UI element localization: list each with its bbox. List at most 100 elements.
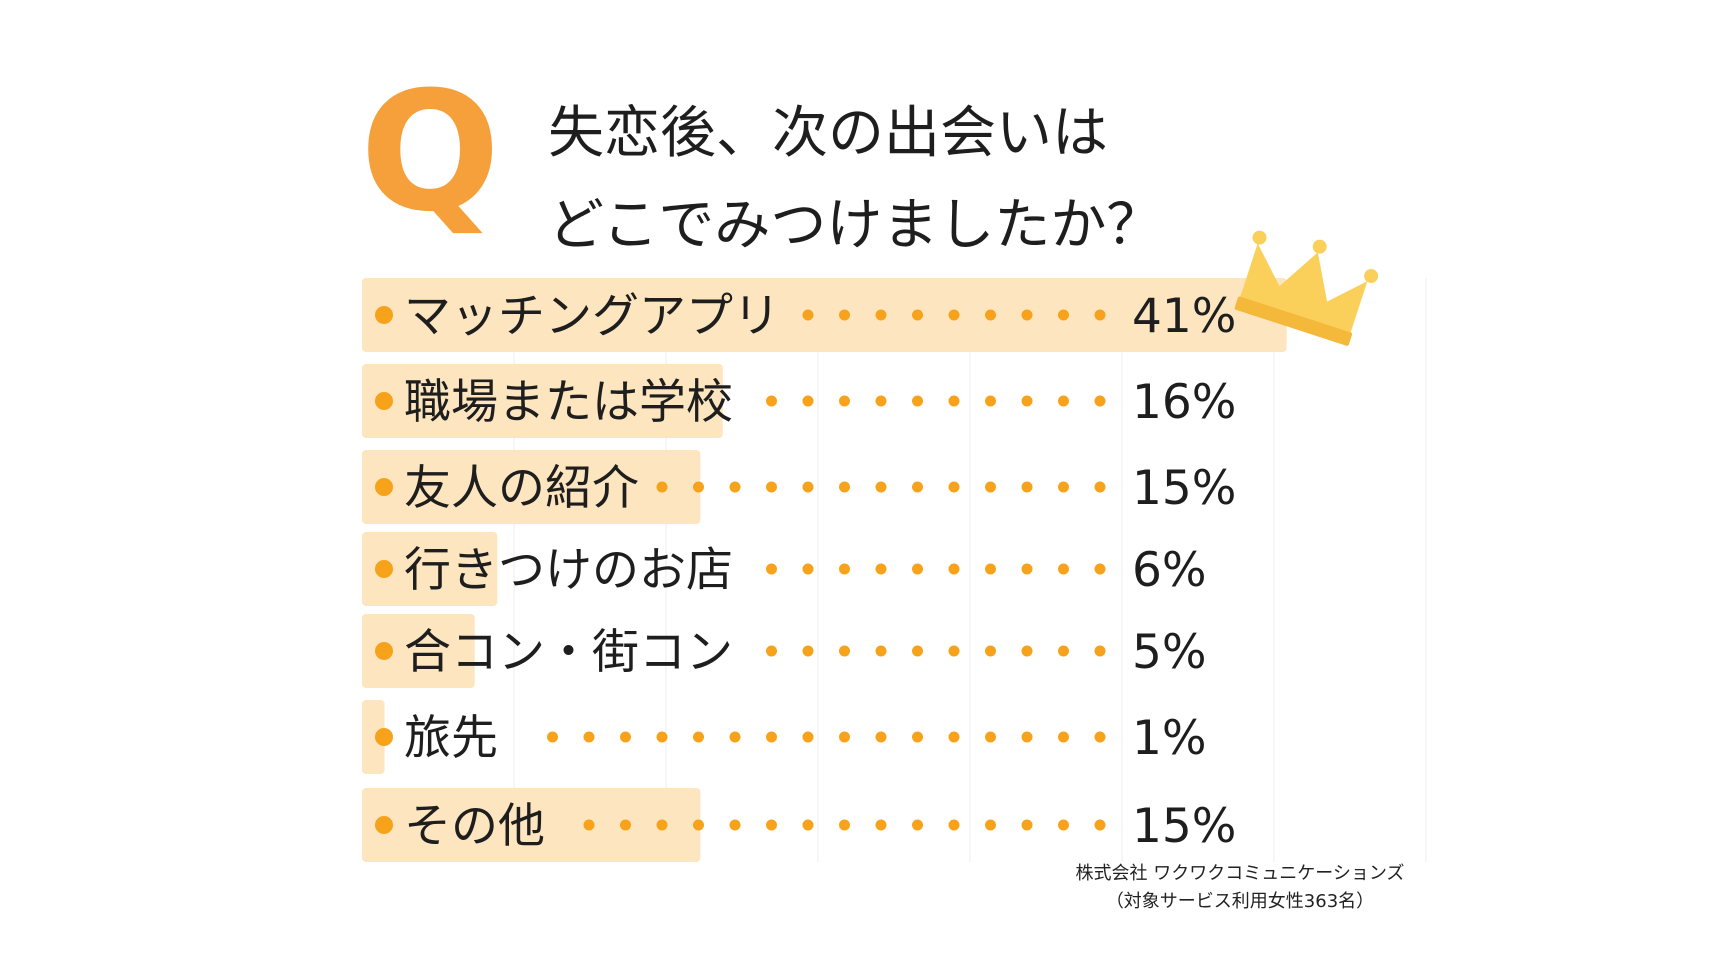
- leader-dot: [802, 563, 814, 575]
- leader-dot: [1021, 395, 1033, 407]
- bullet-dot: [375, 560, 393, 578]
- leader-dot: [1058, 395, 1069, 407]
- leader-dot: [729, 819, 741, 831]
- value-labels: 41% 16% 15% 6% 5% 1% 15%: [1132, 289, 1236, 854]
- leader-dot: [948, 309, 960, 321]
- leader-dot: [875, 731, 887, 743]
- leader-dot: [1021, 645, 1033, 657]
- leader-dot: [875, 481, 887, 493]
- category-label: マッチングアプリ: [404, 289, 780, 344]
- leader-dot: [1094, 731, 1106, 743]
- leader-dot: [693, 819, 704, 831]
- bullets: [375, 306, 393, 834]
- leader-dot: [766, 731, 777, 743]
- value-label: 5%: [1132, 625, 1207, 680]
- leader-dot: [802, 819, 814, 831]
- value-label: 41%: [1132, 289, 1236, 344]
- bullet-dot: [375, 642, 393, 660]
- leader-dot: [766, 395, 777, 407]
- leader-dot: [583, 731, 595, 743]
- leader-dot: [948, 481, 960, 493]
- leader-dot: [839, 481, 850, 493]
- question-line-2: どこでみつけましたか？: [548, 193, 1163, 258]
- leader-dot: [839, 395, 850, 407]
- leader-dot: [985, 395, 996, 407]
- leader-dot: [620, 819, 631, 831]
- leader-dot: [1094, 819, 1106, 831]
- leader-dot: [1021, 309, 1033, 321]
- leader-dot: [875, 819, 887, 831]
- leader-dot: [1094, 309, 1106, 321]
- bar: [362, 450, 701, 524]
- leader-dot: [583, 819, 595, 831]
- leader-dot: [766, 563, 777, 575]
- bullet-dot: [375, 816, 393, 834]
- leader-dot: [985, 481, 996, 493]
- leader-dot: [1021, 819, 1033, 831]
- leader-dot: [766, 481, 777, 493]
- leader-dot: [1058, 481, 1069, 493]
- bar: [362, 364, 723, 438]
- source-company: 株式会社 ワクワクコミュニケーションズ: [1075, 863, 1405, 884]
- bar: [362, 788, 701, 862]
- leader-dot: [1094, 645, 1106, 657]
- leader-dot: [802, 645, 814, 657]
- leader-dot: [1058, 731, 1069, 743]
- leader-dot: [912, 819, 923, 831]
- category-label: 職場または学校: [404, 375, 733, 430]
- leader-dot: [729, 481, 741, 493]
- question-line-1: 失恋後、次の出会いは: [548, 101, 1108, 166]
- leader-dot: [802, 309, 814, 321]
- leader-dot: [875, 645, 887, 657]
- leader-dot: [985, 309, 996, 321]
- question-mark-logo: Q: [360, 56, 501, 248]
- leader-dot: [912, 395, 923, 407]
- leader-dot: [912, 309, 923, 321]
- leader-dot: [912, 563, 923, 575]
- dot-leaders: [547, 309, 1106, 831]
- leader-dot: [547, 731, 558, 743]
- leader-dot: [1094, 563, 1106, 575]
- leader-dot: [1094, 481, 1106, 493]
- bar: [362, 614, 475, 688]
- leader-dot: [1021, 481, 1033, 493]
- category-label: 友人の紹介: [404, 461, 639, 516]
- leader-dot: [875, 309, 887, 321]
- value-label: 6%: [1132, 543, 1207, 598]
- leader-dot: [985, 563, 996, 575]
- leader-dot: [1058, 563, 1069, 575]
- leader-dot: [948, 819, 960, 831]
- leader-dot: [948, 563, 960, 575]
- value-label: 16%: [1132, 375, 1236, 430]
- leader-dot: [839, 731, 850, 743]
- leader-dot: [1094, 395, 1106, 407]
- leader-dot: [985, 819, 996, 831]
- leader-dot: [839, 645, 850, 657]
- value-label: 15%: [1132, 461, 1236, 516]
- leader-dot: [656, 481, 668, 493]
- leader-dot: [839, 563, 850, 575]
- leader-dot: [912, 645, 923, 657]
- bars: [362, 278, 1287, 862]
- leader-dot: [766, 645, 777, 657]
- leader-dot: [656, 819, 668, 831]
- leader-dot: [875, 563, 887, 575]
- leader-dot: [802, 481, 814, 493]
- category-label: 合コン・街コン: [404, 625, 733, 680]
- leader-dot: [1021, 563, 1033, 575]
- bar: [362, 532, 498, 606]
- leader-dot: [1058, 645, 1069, 657]
- crown-icon: [1234, 230, 1379, 346]
- leader-dot: [948, 395, 960, 407]
- value-label: 1%: [1132, 711, 1207, 766]
- leader-dot: [766, 819, 777, 831]
- leader-dot: [693, 481, 704, 493]
- bar: [362, 700, 385, 774]
- leader-dot: [802, 731, 814, 743]
- leader-dot: [985, 731, 996, 743]
- leader-dot: [729, 731, 741, 743]
- leader-dot: [656, 731, 668, 743]
- bar: [362, 278, 1287, 352]
